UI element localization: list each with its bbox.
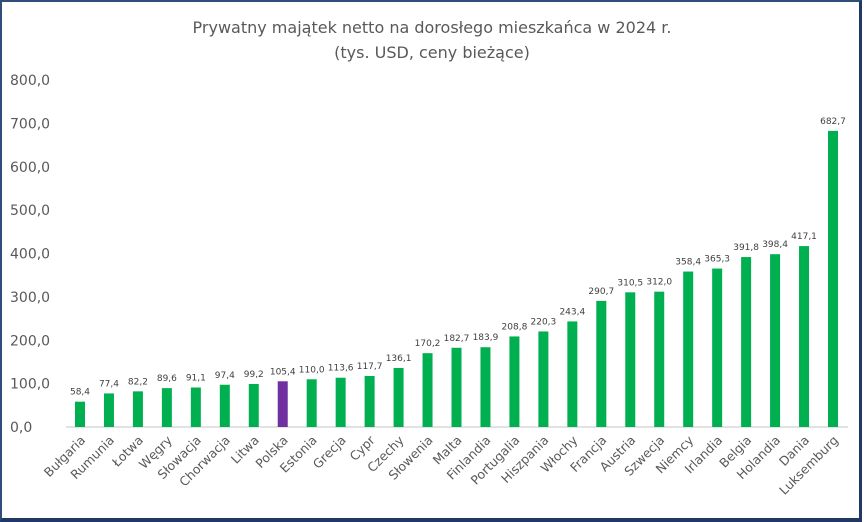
bar-Włochy — [567, 321, 578, 427]
data-label: 99,2 — [244, 370, 264, 380]
data-label: 97,4 — [215, 371, 235, 381]
data-label: 117,7 — [357, 362, 383, 372]
bar-Czechy — [393, 367, 404, 427]
bar-Luksemburg — [828, 130, 838, 427]
data-label: 365,3 — [704, 255, 730, 265]
data-label: 182,7 — [444, 334, 470, 344]
bar-Estonia — [306, 379, 317, 427]
bar-Holandia — [770, 254, 781, 427]
data-label: 398,4 — [762, 240, 788, 250]
y-tick-label: 700,0 — [10, 116, 50, 132]
bar-Polska — [277, 381, 288, 427]
data-label: 183,9 — [473, 333, 499, 343]
bar-Finlandia — [480, 347, 491, 427]
y-tick-label: 400,0 — [10, 247, 50, 263]
bar-Łotwa — [132, 391, 143, 427]
bar-Niemcy — [683, 271, 694, 427]
bar-Grecja — [335, 377, 346, 427]
y-tick-label: 600,0 — [10, 160, 50, 176]
bar-Szwecja — [654, 291, 665, 427]
data-label: 77,4 — [99, 379, 119, 389]
chart-title: Prywatny majątek netto na dorosłego mies… — [193, 18, 672, 37]
data-label: 310,5 — [617, 278, 643, 288]
data-label: 290,7 — [588, 287, 614, 297]
data-label: 243,4 — [559, 307, 585, 317]
data-label: 220,3 — [531, 317, 557, 327]
bar-Hiszpania — [538, 331, 549, 427]
bar-Austria — [625, 292, 636, 427]
y-tick-label: 100,0 — [10, 377, 50, 393]
bar-Dania — [799, 246, 810, 427]
data-label: 417,1 — [791, 232, 817, 242]
data-label: 113,6 — [328, 364, 354, 374]
data-label: 105,4 — [270, 367, 296, 377]
bar-Rumunia — [103, 393, 114, 427]
bar-Chorwacja — [219, 384, 230, 427]
y-tick-label: 300,0 — [10, 290, 50, 306]
chart-subtitle: (tys. USD, ceny bieżące) — [334, 43, 530, 62]
bar-Bułgaria — [75, 401, 85, 427]
bar-Belgia — [741, 257, 752, 427]
data-label: 391,8 — [733, 243, 759, 253]
bar-Irlandia — [712, 268, 723, 427]
bar-Słowacja — [190, 387, 201, 427]
data-label: 208,8 — [502, 322, 528, 332]
y-tick-label: 0,0 — [10, 420, 32, 436]
x-tick-label: Grecja — [310, 433, 349, 472]
data-label: 82,2 — [128, 377, 148, 387]
bar-Słowenia — [422, 353, 433, 427]
y-tick-label: 800,0 — [10, 73, 50, 89]
data-label: 682,7 — [820, 117, 846, 127]
data-label: 358,4 — [675, 258, 701, 268]
data-label: 58,4 — [70, 388, 90, 398]
data-label: 136,1 — [386, 354, 412, 364]
data-label: 110,0 — [299, 365, 325, 375]
y-tick-label: 500,0 — [10, 203, 50, 219]
data-label: 312,0 — [646, 278, 672, 288]
y-tick-label: 200,0 — [10, 333, 50, 349]
data-label: 91,1 — [186, 373, 206, 383]
bar-Malta — [451, 347, 462, 427]
data-label: 170,2 — [415, 339, 441, 349]
bar-Portugalia — [509, 336, 520, 427]
bar-Węgry — [161, 388, 172, 427]
bar-Litwa — [248, 383, 259, 427]
bar-Francja — [596, 300, 607, 427]
bar-Cypr — [364, 375, 375, 427]
data-label: 89,6 — [157, 374, 177, 384]
